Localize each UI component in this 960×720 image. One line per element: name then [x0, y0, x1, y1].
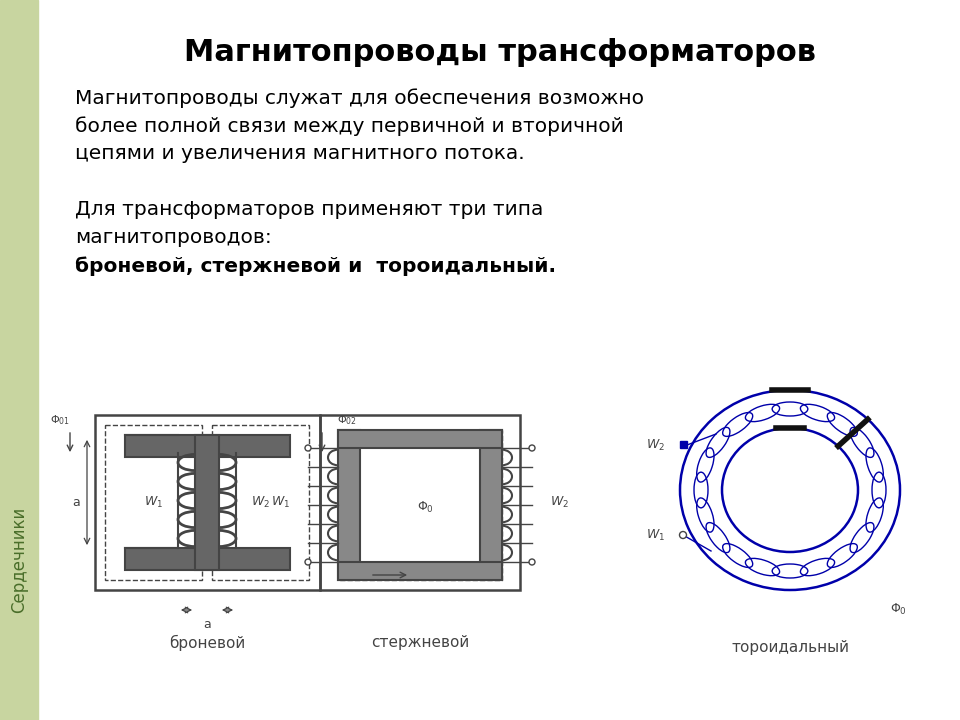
Text: a: a	[204, 618, 211, 631]
Text: броневой: броневой	[169, 635, 245, 651]
Text: стержневой: стержневой	[371, 635, 469, 650]
Text: $\Phi_{02}$: $\Phi_{02}$	[337, 413, 357, 427]
Circle shape	[529, 445, 535, 451]
Bar	[195, 435, 219, 570]
Text: $W_2$: $W_2$	[646, 438, 665, 453]
Bar	[105, 425, 202, 580]
Text: $W_1$: $W_1$	[144, 495, 163, 510]
Bar	[95, 415, 320, 590]
Text: магнитопроводов:: магнитопроводов:	[75, 228, 272, 247]
Bar	[338, 430, 502, 448]
Text: Сердечники: Сердечники	[10, 507, 28, 613]
Circle shape	[305, 559, 311, 565]
Text: $W_2$: $W_2$	[251, 495, 270, 510]
Text: Для трансформаторов применяют три типа: Для трансформаторов применяют три типа	[75, 200, 543, 219]
Text: a: a	[72, 495, 80, 508]
Bar	[125, 548, 290, 570]
Bar	[212, 425, 309, 580]
Text: цепями и увеличения магнитного потока.: цепями и увеличения магнитного потока.	[75, 144, 524, 163]
Text: Магнитопроводы трансформаторов: Магнитопроводы трансформаторов	[184, 38, 816, 67]
Bar	[338, 430, 360, 580]
Text: $\Phi_{01}$: $\Phi_{01}$	[50, 413, 70, 427]
Text: тороидальный: тороидальный	[731, 640, 849, 655]
Text: более полной связи между первичной и вторичной: более полной связи между первичной и вто…	[75, 116, 624, 135]
Circle shape	[680, 531, 686, 539]
Text: $\Phi_0$: $\Phi_0$	[890, 602, 907, 617]
Bar	[320, 415, 520, 590]
Circle shape	[529, 559, 535, 565]
Bar	[480, 430, 502, 580]
Bar	[680, 441, 687, 448]
Text: $W_2$: $W_2$	[550, 495, 569, 510]
Bar	[338, 430, 502, 580]
Text: $W_1$: $W_1$	[271, 495, 290, 510]
Text: $W_1$: $W_1$	[646, 528, 665, 543]
Text: Магнитопроводы служат для обеспечения возможно: Магнитопроводы служат для обеспечения во…	[75, 88, 644, 108]
Text: $\Phi_0$: $\Phi_0$	[417, 500, 434, 515]
Bar	[125, 435, 290, 457]
Text: броневой, стержневой и  тороидальный.: броневой, стержневой и тороидальный.	[75, 256, 556, 276]
Circle shape	[305, 445, 311, 451]
Bar	[338, 562, 502, 580]
Bar	[0, 0, 38, 720]
